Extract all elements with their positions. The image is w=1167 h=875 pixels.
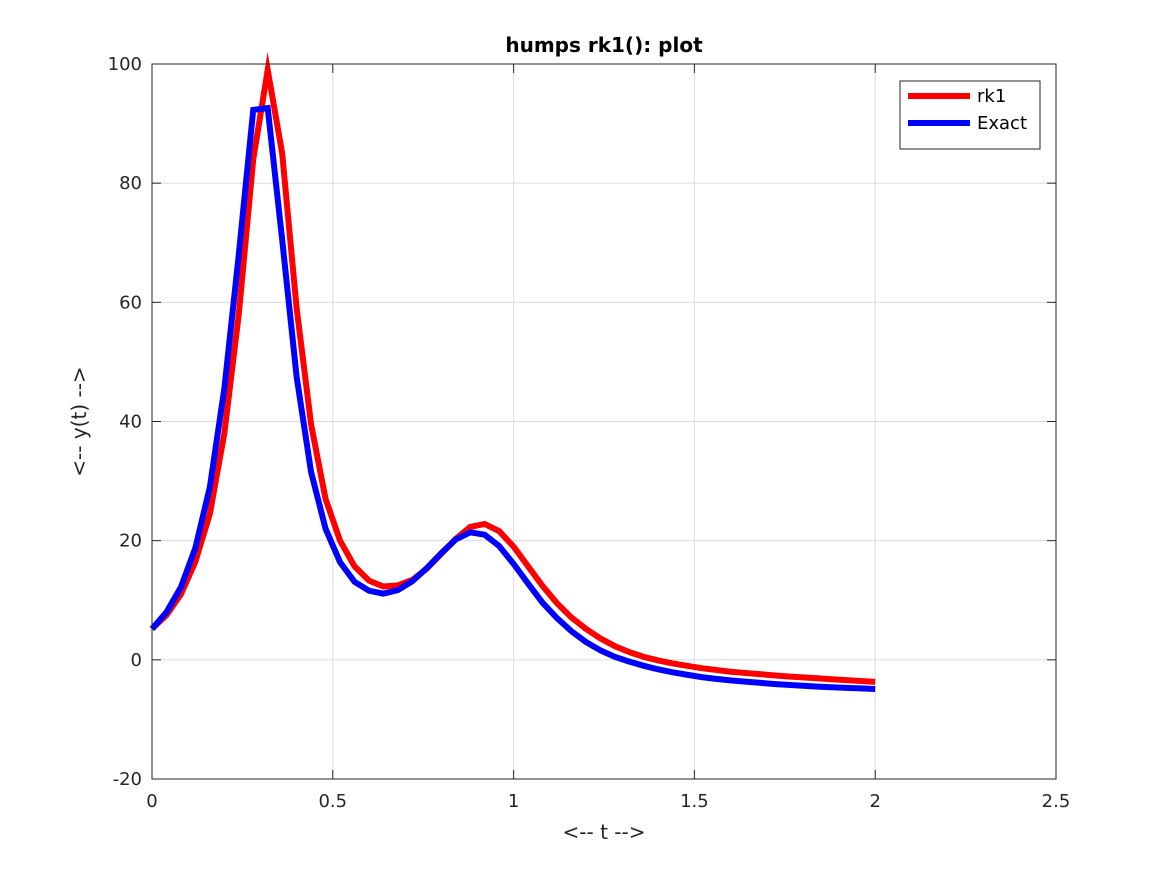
chart-title: humps rk1(): plot xyxy=(505,33,703,57)
y-tick-label: 0 xyxy=(131,650,142,671)
series-layer xyxy=(149,51,876,693)
x-tick-label: 0 xyxy=(146,791,157,812)
y-tick-label: -20 xyxy=(113,769,142,790)
y-tick-label: 60 xyxy=(119,292,142,313)
x-axis-title: <-- t --> xyxy=(563,820,646,844)
y-tick-label: 80 xyxy=(119,173,142,194)
legend-label: Exact xyxy=(977,113,1027,134)
y-tick-label: 20 xyxy=(119,531,142,552)
y-axis-title: <-- y(t) --> xyxy=(67,366,91,476)
legend-label: rk1 xyxy=(977,86,1006,107)
series-line-rk1 xyxy=(149,51,876,685)
legend-box xyxy=(899,80,1041,150)
x-tick-label: 0.5 xyxy=(318,791,347,812)
x-tick-label: 1 xyxy=(508,791,519,812)
x-tick-label: 2.5 xyxy=(1042,791,1071,812)
series-line-exact xyxy=(149,104,876,693)
x-tick-label: 2 xyxy=(869,791,880,812)
y-tick-label: 40 xyxy=(119,412,142,433)
y-tick-label: 100 xyxy=(108,54,142,75)
legend: rk1 Exact xyxy=(899,80,1041,150)
x-tick-label: 1.5 xyxy=(680,791,709,812)
